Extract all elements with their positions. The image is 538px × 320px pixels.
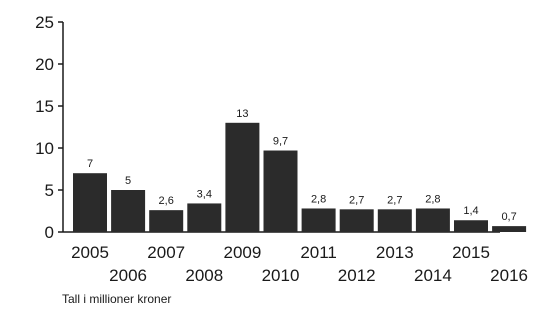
x-axis-labels: 2005200620072008200920102011201220132014… <box>71 243 528 285</box>
bar-2009 <box>225 122 260 232</box>
data-label: 2,8 <box>425 193 440 205</box>
data-labels: 7 5 2,6 3,4 13 9,7 2,8 2,7 2,7 2,8 1,4 0,7 <box>87 108 517 223</box>
data-label: 1,4 <box>463 205 478 217</box>
y-tick-label: 15 <box>35 97 54 116</box>
data-label: 0,7 <box>501 211 516 223</box>
x-tick-label: 2007 <box>147 243 185 262</box>
x-tick-label: 2006 <box>109 266 147 285</box>
x-tick-label: 2012 <box>338 266 376 285</box>
y-tick-label: 5 <box>45 181 54 200</box>
y-tick-label: 0 <box>45 223 54 242</box>
bar-2010 <box>263 150 298 232</box>
data-label: 5 <box>125 175 131 187</box>
x-tick-label: 2008 <box>185 266 223 285</box>
x-tick-label: 2015 <box>452 243 490 262</box>
bar-2016 <box>492 226 527 232</box>
bar-2005 <box>73 173 107 232</box>
data-label: 2,7 <box>387 194 402 206</box>
bar-2014 <box>415 208 450 232</box>
x-tick-label: 2010 <box>262 266 300 285</box>
x-tick-label: 2014 <box>414 266 452 285</box>
bar-2008 <box>187 203 222 232</box>
bar-2015 <box>454 220 488 232</box>
data-label: 2,6 <box>159 195 174 207</box>
bar-2011 <box>301 208 336 232</box>
data-label: 13 <box>236 108 248 120</box>
y-tick-label: 20 <box>35 55 54 74</box>
x-tick-label: 2016 <box>490 266 528 285</box>
bar-2007 <box>149 210 184 232</box>
data-label: 3,4 <box>197 188 212 200</box>
bar-2006 <box>111 190 146 232</box>
data-label: 2,8 <box>311 193 326 205</box>
y-tick-label: 10 <box>35 139 54 158</box>
data-label: 7 <box>87 158 93 170</box>
y-tick-label: 25 <box>35 13 54 32</box>
data-label: 2,7 <box>349 194 364 206</box>
bars <box>73 122 527 232</box>
bar-2012 <box>339 209 374 232</box>
x-tick-label: 2011 <box>300 243 337 262</box>
bar-2013 <box>377 209 412 232</box>
x-tick-label: 2013 <box>376 243 414 262</box>
data-label: 9,7 <box>273 136 288 148</box>
x-tick-label: 2009 <box>223 243 261 262</box>
x-tick-label: 2005 <box>71 243 109 262</box>
unit-note: Tall i millioner kroner <box>62 292 172 306</box>
